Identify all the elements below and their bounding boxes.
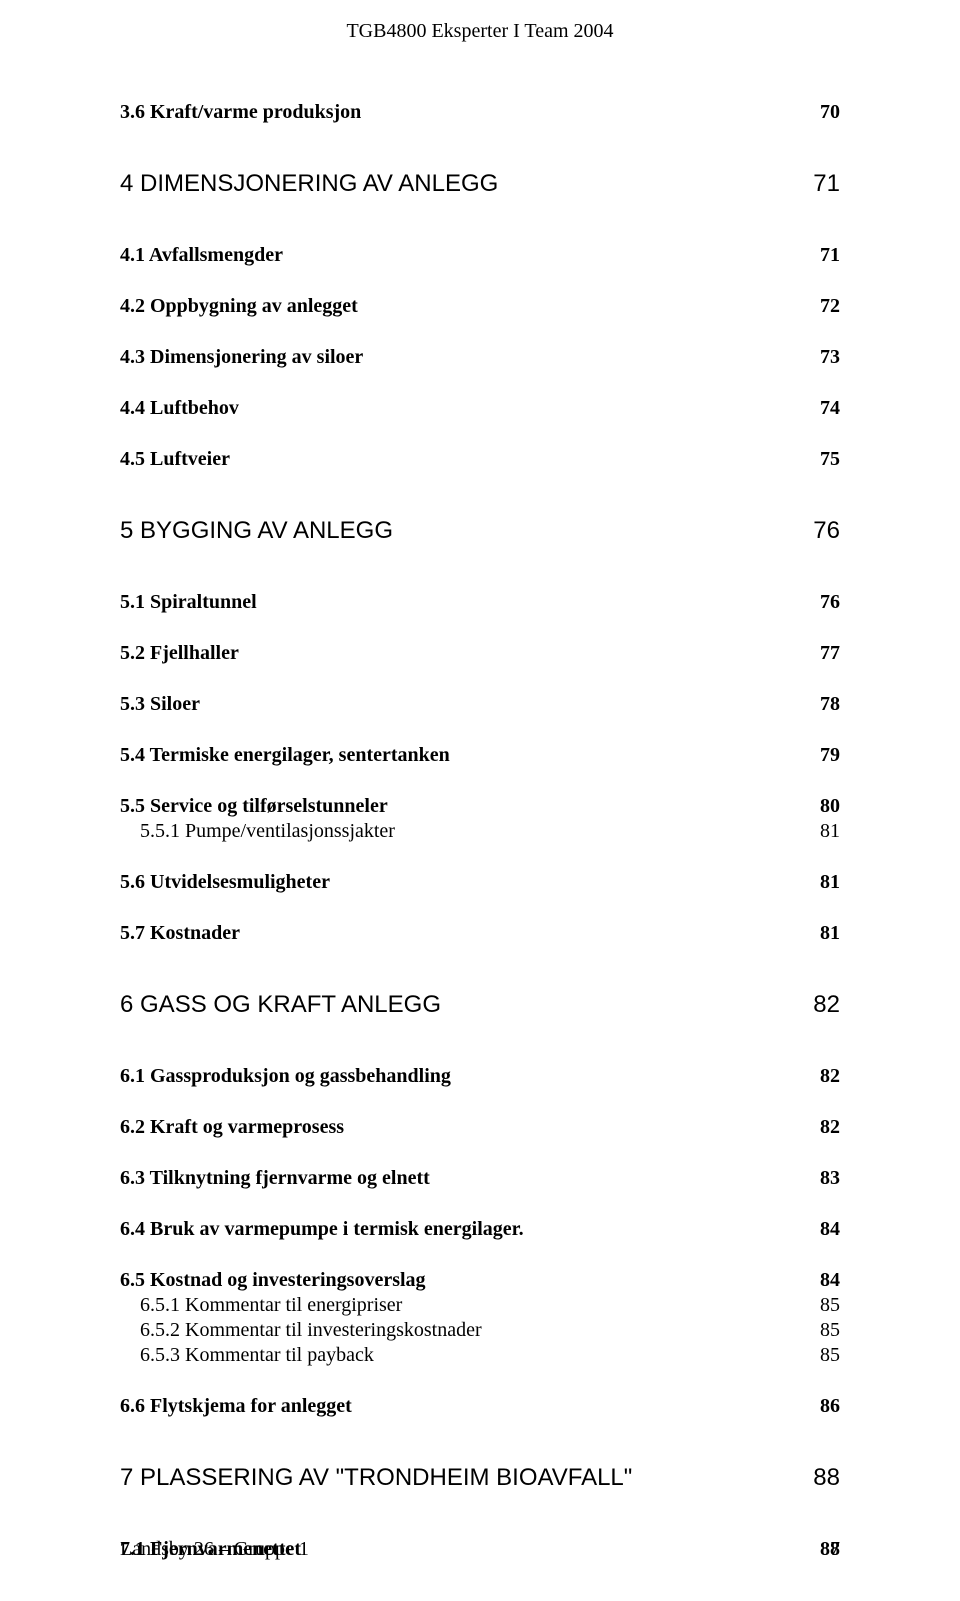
toc-entry: 6.1 Gassproduksjon og gassbehandling 82 — [120, 1065, 840, 1088]
toc-entry-label: 5.7 Kostnader — [120, 922, 800, 945]
toc-entry: 6.5.2 Kommentar til investeringskostnade… — [120, 1319, 840, 1342]
toc-entry: 6.5.3 Kommentar til payback 85 — [120, 1344, 840, 1367]
toc-entry-page: 82 — [820, 1116, 840, 1139]
toc-entry: 6.4 Bruk av varmepumpe i termisk energil… — [120, 1218, 840, 1241]
toc-entry: 5.7 Kostnader 81 — [120, 922, 840, 945]
toc-entry: 6.5 Kostnad og investeringsoverslag 84 — [120, 1269, 840, 1292]
document-page: TGB4800 Eksperter I Team 2004 3.6 Kraft/… — [0, 0, 960, 1601]
toc-entry-page: 82 — [820, 1065, 840, 1088]
toc-entry-page: 71 — [813, 170, 840, 198]
toc-entry-label: 5.3 Siloer — [120, 693, 800, 716]
toc-entry-page: 84 — [820, 1218, 840, 1241]
toc-entry: 5.6 Utvidelsesmuligheter 81 — [120, 871, 840, 894]
toc-entry-label: 4 DIMENSJONERING AV ANLEGG — [120, 170, 793, 198]
toc-entry-label: 7 PLASSERING AV "TRONDHEIM BIOAVFALL" — [120, 1464, 793, 1492]
toc-entry: 4 DIMENSJONERING AV ANLEGG 71 — [120, 170, 840, 198]
toc-entry-page: 83 — [820, 1167, 840, 1190]
toc-entry: 4.2 Oppbygning av anlegget 72 — [120, 295, 840, 318]
toc-entry-label: 5.5.1 Pumpe/ventilasjonssjakter — [120, 820, 800, 843]
toc-entry-page: 81 — [820, 922, 840, 945]
toc-entry-label: 5.5 Service og tilførselstunneler — [120, 795, 800, 818]
toc-entry-page: 74 — [820, 397, 840, 420]
toc-entry-page: 81 — [820, 820, 840, 843]
table-of-contents: 3.6 Kraft/varme produksjon 70 4 DIMENSJONE… — [120, 73, 840, 1561]
toc-entry: 5 BYGGING AV ANLEGG 76 — [120, 517, 840, 545]
toc-entry-label: 4.4 Luftbehov — [120, 397, 800, 420]
toc-entry: 5.4 Termiske energilager, sentertanken 79 — [120, 744, 840, 767]
toc-entry-label: 6.3 Tilknytning fjernvarme og elnett — [120, 1167, 800, 1190]
toc-entry: 4.5 Luftveier 75 — [120, 448, 840, 471]
toc-entry-label: 4.1 Avfallsmengder — [120, 244, 800, 267]
toc-entry-page: 77 — [820, 642, 840, 665]
toc-entry-label: 6.4 Bruk av varmepumpe i termisk energil… — [120, 1218, 800, 1241]
toc-entry-label: 6.6 Flytskjema for anlegget — [120, 1395, 800, 1418]
toc-entry: 6.5.1 Kommentar til energipriser 85 — [120, 1294, 840, 1317]
toc-entry: 5.5.1 Pumpe/ventilasjonssjakter 81 — [120, 820, 840, 843]
toc-entry: 5.3 Siloer 78 — [120, 693, 840, 716]
toc-entry-label: 4.5 Luftveier — [120, 448, 800, 471]
toc-entry: 4.1 Avfallsmengder 71 — [120, 244, 840, 267]
toc-entry-page: 85 — [820, 1294, 840, 1317]
toc-entry-page: 71 — [820, 244, 840, 267]
toc-entry-page: 79 — [820, 744, 840, 767]
toc-entry-label: 4.2 Oppbygning av anlegget — [120, 295, 800, 318]
toc-entry: 5.2 Fjellhaller 77 — [120, 642, 840, 665]
toc-entry: 6 GASS OG KRAFT ANLEGG 82 — [120, 991, 840, 1019]
toc-entry: 4.3 Dimensjonering av siloer 73 — [120, 346, 840, 369]
page-footer: Landsby 26 – Gruppe 1 7 — [120, 1538, 840, 1561]
toc-entry-page: 73 — [820, 346, 840, 369]
toc-entry-page: 70 — [820, 101, 840, 124]
toc-entry: 7 PLASSERING AV "TRONDHEIM BIOAVFALL" 88 — [120, 1464, 840, 1492]
toc-entry-label: 5.2 Fjellhaller — [120, 642, 800, 665]
toc-entry-label: 5 BYGGING AV ANLEGG — [120, 517, 793, 545]
toc-entry-label: 6.5.1 Kommentar til energipriser — [120, 1294, 800, 1317]
toc-entry-label: 5.6 Utvidelsesmuligheter — [120, 871, 800, 894]
toc-entry: 6.3 Tilknytning fjernvarme og elnett 83 — [120, 1167, 840, 1190]
toc-entry-label: 4.3 Dimensjonering av siloer — [120, 346, 800, 369]
toc-entry-label: 6.5.3 Kommentar til payback — [120, 1344, 800, 1367]
footer-page-number: 7 — [830, 1538, 840, 1561]
toc-entry: 5.1 Spiraltunnel 76 — [120, 591, 840, 614]
toc-entry-page: 72 — [820, 295, 840, 318]
toc-entry-page: 88 — [813, 1464, 840, 1492]
toc-entry-page: 84 — [820, 1269, 840, 1292]
footer-left: Landsby 26 – Gruppe 1 — [120, 1538, 309, 1561]
toc-entry-label: 6 GASS OG KRAFT ANLEGG — [120, 991, 793, 1019]
toc-entry-page: 75 — [820, 448, 840, 471]
toc-entry-label: 6.5.2 Kommentar til investeringskostnade… — [120, 1319, 800, 1342]
toc-entry-label: 6.5 Kostnad og investeringsoverslag — [120, 1269, 800, 1292]
toc-entry-label: 3.6 Kraft/varme produksjon — [120, 101, 800, 124]
toc-entry: 3.6 Kraft/varme produksjon 70 — [120, 101, 840, 124]
toc-entry-page: 86 — [820, 1395, 840, 1418]
toc-entry-label: 5.4 Termiske energilager, sentertanken — [120, 744, 800, 767]
toc-entry: 6.6 Flytskjema for anlegget 86 — [120, 1395, 840, 1418]
toc-entry-label: 6.1 Gassproduksjon og gassbehandling — [120, 1065, 800, 1088]
toc-entry-page: 82 — [813, 991, 840, 1019]
toc-entry-page: 76 — [813, 517, 840, 545]
page-header: TGB4800 Eksperter I Team 2004 — [120, 20, 840, 43]
toc-entry: 4.4 Luftbehov 74 — [120, 397, 840, 420]
toc-entry-label: 6.2 Kraft og varmeprosess — [120, 1116, 800, 1139]
toc-entry-page: 85 — [820, 1344, 840, 1367]
toc-entry-page: 81 — [820, 871, 840, 894]
toc-entry-page: 78 — [820, 693, 840, 716]
toc-entry: 6.2 Kraft og varmeprosess 82 — [120, 1116, 840, 1139]
toc-entry-page: 85 — [820, 1319, 840, 1342]
toc-entry-page: 80 — [820, 795, 840, 818]
toc-entry: 5.5 Service og tilførselstunneler 80 — [120, 795, 840, 818]
toc-entry-label: 5.1 Spiraltunnel — [120, 591, 800, 614]
toc-entry-page: 76 — [820, 591, 840, 614]
